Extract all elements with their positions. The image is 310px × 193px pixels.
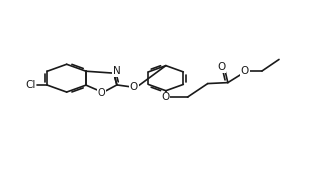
Text: O: O	[241, 66, 249, 76]
Text: O: O	[130, 82, 138, 92]
Text: O: O	[217, 62, 225, 72]
Text: O: O	[162, 92, 170, 102]
Text: Cl: Cl	[25, 80, 35, 90]
Text: O: O	[98, 88, 105, 98]
Text: N: N	[113, 66, 121, 76]
